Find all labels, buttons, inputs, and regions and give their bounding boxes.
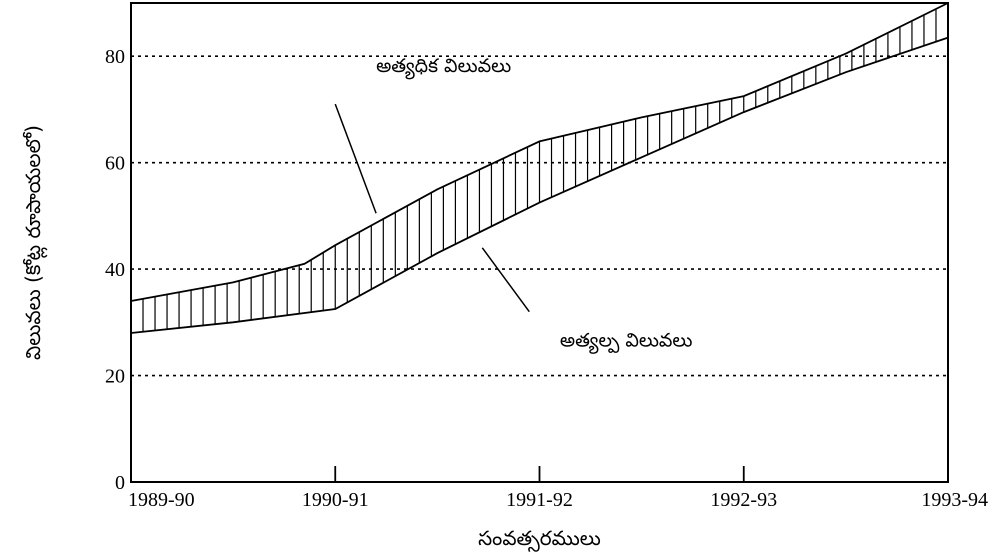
- y-tick-label: 60: [105, 153, 125, 175]
- y-axis-title: విలువలు (కోట్ల రూపాయలలో): [21, 125, 48, 360]
- annotation-high-leader: [334, 103, 377, 214]
- grid-lines: [131, 55, 948, 377]
- y-tick-label: 40: [105, 259, 125, 281]
- annotations: అత్యధిక విలువలు అత్యల్ప విలువలు: [334, 55, 693, 354]
- y-tick-label: 20: [105, 366, 125, 388]
- annotation-high-label: అత్యధిక విలువలు: [376, 55, 511, 80]
- annotation-low-leader: [481, 247, 530, 313]
- series-line-low: [130, 36, 949, 334]
- series-lines: [130, 2, 949, 334]
- x-tick-label: 1990-91: [302, 489, 369, 511]
- annotation-low-label: అత్యల్ప విలువలు: [560, 329, 693, 354]
- x-tick-label: 1989-90: [128, 489, 195, 511]
- axis-ticks: 0 20 40 60 80 1989-90 1990-91 1991-92 1992-93 199…: [105, 46, 988, 511]
- series-line-high: [130, 2, 949, 302]
- x-tick-label: 1993-94: [921, 489, 988, 511]
- y-tick-label: 80: [105, 46, 125, 68]
- plot-frame: [130, 2, 949, 483]
- y-tick-label: 0: [115, 472, 125, 494]
- range-hatching: [142, 8, 937, 332]
- x-tick-label: 1992-93: [710, 489, 777, 511]
- x-axis-title: సంవత్సరములు: [478, 526, 601, 552]
- x-tick-label: 1991-92: [506, 489, 573, 511]
